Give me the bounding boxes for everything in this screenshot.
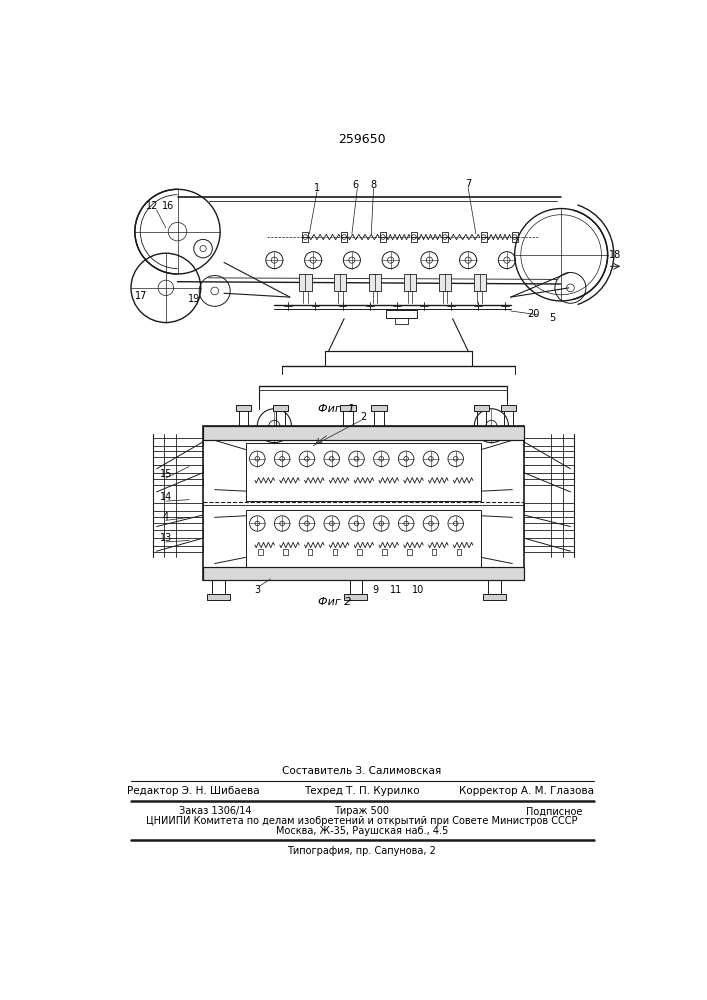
Bar bbox=[203, 426, 524, 440]
Text: 3: 3 bbox=[255, 585, 260, 595]
Text: Фиг 2: Фиг 2 bbox=[318, 597, 351, 607]
Bar bbox=[501, 405, 516, 411]
Bar bbox=[442, 232, 448, 242]
Bar bbox=[524, 517, 574, 523]
Bar bbox=[524, 451, 574, 457]
Bar bbox=[153, 517, 203, 523]
Bar bbox=[357, 549, 362, 555]
Text: Заказ 1306/14: Заказ 1306/14 bbox=[179, 806, 252, 816]
Text: 20: 20 bbox=[527, 309, 539, 319]
Bar bbox=[153, 503, 203, 511]
Text: 12: 12 bbox=[146, 201, 158, 211]
Bar bbox=[432, 549, 436, 555]
Bar bbox=[369, 274, 381, 291]
Text: Корректор А. М. Глазова: Корректор А. М. Глазова bbox=[459, 786, 594, 796]
Bar bbox=[203, 426, 524, 580]
Text: 10: 10 bbox=[412, 585, 425, 595]
Bar bbox=[380, 232, 386, 242]
Text: 15: 15 bbox=[160, 469, 172, 479]
Text: Техред Т. П. Курилко: Техред Т. П. Курилко bbox=[304, 786, 420, 796]
Bar bbox=[207, 594, 230, 600]
Bar bbox=[153, 438, 203, 446]
Bar bbox=[246, 510, 481, 567]
Text: Составитель З. Салимовская: Составитель З. Салимовская bbox=[282, 766, 442, 776]
Bar bbox=[153, 451, 203, 457]
Bar bbox=[203, 567, 524, 580]
Bar bbox=[303, 232, 308, 242]
Text: Фиг. 1: Фиг. 1 bbox=[318, 404, 355, 414]
Bar bbox=[283, 549, 288, 555]
Bar bbox=[524, 546, 574, 552]
Bar bbox=[341, 232, 347, 242]
Bar bbox=[483, 594, 506, 600]
Bar bbox=[340, 405, 356, 411]
Text: 6: 6 bbox=[353, 180, 359, 190]
Text: 1: 1 bbox=[314, 183, 320, 193]
Bar bbox=[474, 405, 489, 411]
Bar bbox=[344, 594, 368, 600]
Bar bbox=[374, 410, 384, 426]
Text: Редактор Э. Н. Шибаева: Редактор Э. Н. Шибаева bbox=[127, 786, 259, 796]
Text: 5: 5 bbox=[549, 313, 555, 323]
Bar bbox=[404, 274, 416, 291]
Text: 9: 9 bbox=[372, 585, 378, 595]
Bar bbox=[504, 410, 513, 426]
Text: 16: 16 bbox=[162, 201, 175, 211]
Bar bbox=[273, 405, 288, 411]
Bar bbox=[212, 580, 225, 594]
Bar bbox=[332, 549, 337, 555]
Bar bbox=[334, 274, 346, 291]
Text: 19: 19 bbox=[187, 294, 200, 304]
Text: 14: 14 bbox=[160, 492, 172, 502]
Bar bbox=[386, 310, 417, 318]
Bar bbox=[276, 410, 285, 426]
Bar bbox=[344, 410, 353, 426]
Bar bbox=[524, 530, 574, 538]
Text: 11: 11 bbox=[390, 585, 402, 595]
Bar bbox=[299, 274, 312, 291]
Text: 13: 13 bbox=[160, 533, 172, 543]
Bar bbox=[489, 580, 501, 594]
Bar bbox=[153, 530, 203, 538]
Bar bbox=[474, 274, 486, 291]
Bar bbox=[524, 479, 574, 485]
Bar bbox=[457, 549, 461, 555]
Bar bbox=[395, 318, 409, 324]
Bar bbox=[258, 549, 263, 555]
Bar bbox=[438, 274, 451, 291]
Bar bbox=[203, 567, 524, 580]
Bar bbox=[524, 438, 574, 446]
Bar bbox=[382, 549, 387, 555]
Bar bbox=[153, 479, 203, 485]
Bar bbox=[153, 546, 203, 552]
Text: 259650: 259650 bbox=[338, 133, 386, 146]
Text: Типография, пр. Сапунова, 2: Типография, пр. Сапунова, 2 bbox=[288, 846, 436, 856]
Bar bbox=[308, 549, 312, 555]
Bar bbox=[481, 232, 486, 242]
Bar bbox=[371, 405, 387, 411]
Bar bbox=[153, 465, 203, 473]
Text: Москва, Ж-35, Раушская наб., 4.5: Москва, Ж-35, Раушская наб., 4.5 bbox=[276, 826, 448, 836]
Text: 2: 2 bbox=[361, 412, 367, 422]
Text: 17: 17 bbox=[135, 291, 147, 301]
Text: 4: 4 bbox=[163, 512, 169, 522]
Bar bbox=[407, 549, 411, 555]
Bar bbox=[246, 443, 481, 501]
Text: Подписное: Подписное bbox=[527, 806, 583, 816]
Bar bbox=[524, 465, 574, 473]
Bar bbox=[203, 426, 524, 440]
Bar bbox=[349, 580, 362, 594]
Text: 8: 8 bbox=[370, 180, 377, 190]
Bar bbox=[411, 232, 417, 242]
Text: 7: 7 bbox=[465, 179, 472, 189]
Bar bbox=[477, 410, 486, 426]
Bar bbox=[512, 232, 518, 242]
Bar bbox=[235, 405, 251, 411]
Text: 18: 18 bbox=[609, 250, 621, 260]
Text: Тираж 500: Тираж 500 bbox=[334, 806, 390, 816]
Bar bbox=[524, 503, 574, 511]
Bar bbox=[239, 410, 248, 426]
Text: ЦНИИПИ Комитета по делам изобретений и открытий при Совете Министров СССР: ЦНИИПИ Комитета по делам изобретений и о… bbox=[146, 816, 578, 826]
